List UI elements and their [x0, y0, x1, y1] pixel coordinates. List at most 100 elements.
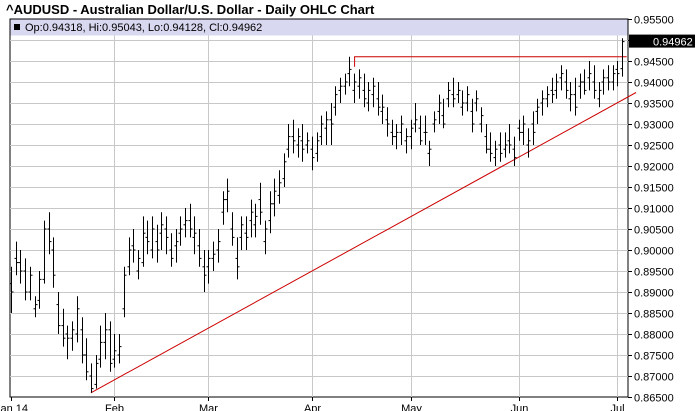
ohlc-bar: [230, 212, 235, 246]
ohlc-bar: [615, 61, 620, 87]
y-tick-label: 0.93000: [634, 120, 674, 132]
ohlc-bar: [51, 237, 56, 288]
ohlc-bar: [216, 229, 221, 263]
ohlc-bar: [268, 191, 273, 234]
ohlc-bar: [315, 132, 320, 162]
ohlc-bar: [493, 140, 498, 166]
ohlc-bar: [333, 86, 338, 116]
trendlines: [90, 56, 637, 394]
x-tick-label: Mar: [199, 403, 218, 411]
ohlc-bar: [329, 103, 334, 145]
ohlc-bar: [244, 216, 249, 250]
y-tick-label: 0.88000: [634, 330, 674, 342]
ohlc-bar: [319, 115, 324, 145]
ohlc-bar: [61, 308, 66, 347]
ohlc-bar: [225, 178, 230, 213]
ohlc-bar: [512, 136, 517, 166]
ohlc-bar: [446, 82, 451, 108]
ohlc-bar: [535, 98, 540, 124]
y-tick-label: 0.86500: [634, 393, 674, 405]
ohlc-bar: [80, 317, 85, 364]
x-tick-label: May: [401, 403, 422, 411]
ohlc-bar: [531, 111, 536, 145]
ohlc-bar: [521, 115, 526, 145]
ohlc-bar: [597, 82, 602, 108]
trendline-segment: [90, 92, 637, 394]
y-tick-label: 0.87000: [634, 372, 674, 384]
ohlc-bar: [18, 250, 23, 284]
ohlc-bar: [517, 119, 522, 141]
ohlc-bar: [103, 313, 108, 360]
ohlc-bar: [582, 69, 587, 95]
ohlc-bar: [14, 241, 19, 276]
y-tick-label: 0.88500: [634, 309, 674, 321]
ohlc-bar: [470, 98, 475, 133]
ohlc-bar: [371, 77, 376, 108]
ohlc-bar: [112, 334, 117, 368]
ohlc-bar: [413, 103, 418, 133]
ohlc-bar: [197, 229, 202, 267]
y-tick-label: 0.90500: [634, 225, 674, 237]
chart-title: ^AUDUSD - Australian Dollar/U.S. Dollar …: [6, 2, 375, 17]
y-tick-label: 0.92500: [634, 141, 674, 153]
ohlc-bar: [423, 115, 428, 145]
ohlc-bar: [465, 86, 470, 112]
ohlc-bar: [249, 199, 254, 238]
ohlc-bar: [211, 241, 216, 271]
y-tick-label: 0.89000: [634, 288, 674, 300]
ohlc-bar: [474, 90, 479, 112]
x-tick-label: Jul: [610, 403, 624, 411]
ohlc-bar: [258, 182, 263, 225]
ohlc-bar: [352, 73, 357, 103]
ohlc-bar: [432, 111, 437, 133]
ohlc-bar: [550, 77, 555, 103]
ohlc-bar: [56, 292, 61, 334]
trendline-support: [90, 92, 637, 394]
ohlc-bar: [282, 153, 287, 187]
ohlc-bar: [42, 220, 47, 284]
last-price-box: [629, 34, 695, 48]
ohlc-bar: [122, 266, 127, 318]
ohlc-bar: [479, 107, 484, 133]
ohlc-bar: [235, 237, 240, 280]
ohlc-bar: [362, 73, 367, 108]
ohlc-bar: [23, 258, 28, 301]
y-tick-label: 0.91500: [634, 183, 674, 195]
ohlc-bar: [606, 65, 611, 91]
y-tick-label: 0.94500: [634, 57, 674, 69]
ohlc-bar: [169, 233, 174, 267]
ohlc-bar: [338, 77, 343, 103]
ohlc-bar: [183, 208, 188, 238]
ohlc-bar: [300, 124, 305, 162]
ohlc-bar: [206, 250, 211, 284]
info-marker: [14, 24, 20, 30]
ohlc-bar: [376, 82, 381, 116]
ohlc-bar: [394, 124, 399, 150]
y-tick-label: 0.94000: [634, 78, 674, 90]
ohlc-bar: [192, 216, 197, 255]
ohlc-bar: [587, 61, 592, 91]
ohlc-bar: [399, 115, 404, 145]
ohlc-bar: [611, 65, 616, 91]
x-tick-label: Apr: [304, 403, 321, 411]
ohlc-bar: [484, 124, 489, 154]
ohlc-bar: [277, 170, 282, 204]
ohlc-bar: [159, 212, 164, 250]
ohlc-bar: [263, 220, 268, 255]
ohlc-bar: [286, 124, 291, 158]
ohlc-bar: [507, 124, 512, 154]
ohlc-bar: [409, 119, 414, 150]
ohlc-bar: [559, 65, 564, 91]
ohlc-bar: [592, 65, 597, 99]
y-tick-label: 0.92000: [634, 162, 674, 174]
ohlc-bar: [404, 128, 409, 154]
ohlc-bar: [178, 216, 183, 246]
ohlc-bar: [385, 107, 390, 137]
ohlc-bar: [94, 355, 99, 389]
y-tick-label: 0.95500: [634, 15, 674, 27]
ohlc-bar: [451, 77, 456, 108]
y-axis: 0.86500 0.87000 0.87500 0.88000 0.88500 0.890…: [628, 15, 674, 405]
last-price-marker: 0.94962: [629, 34, 695, 49]
ohlc-bar: [390, 119, 395, 145]
ohlc-bar: [131, 229, 136, 263]
